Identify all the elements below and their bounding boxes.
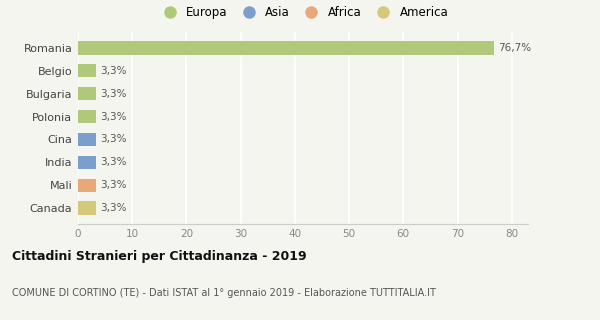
Text: 3,3%: 3,3% bbox=[100, 204, 127, 213]
Bar bbox=[78, 179, 96, 192]
Text: 3,3%: 3,3% bbox=[100, 89, 127, 99]
Bar bbox=[78, 132, 96, 146]
Bar bbox=[78, 87, 96, 100]
Bar bbox=[78, 64, 96, 77]
Text: Cittadini Stranieri per Cittadinanza - 2019: Cittadini Stranieri per Cittadinanza - 2… bbox=[12, 250, 307, 263]
Text: 3,3%: 3,3% bbox=[100, 66, 127, 76]
Bar bbox=[78, 202, 96, 215]
Text: 3,3%: 3,3% bbox=[100, 157, 127, 167]
Text: 3,3%: 3,3% bbox=[100, 180, 127, 190]
Bar bbox=[78, 156, 96, 169]
Text: 3,3%: 3,3% bbox=[100, 134, 127, 145]
Text: 3,3%: 3,3% bbox=[100, 111, 127, 122]
Text: 76,7%: 76,7% bbox=[498, 43, 532, 52]
Legend: Europa, Asia, Africa, America: Europa, Asia, Africa, America bbox=[154, 2, 452, 22]
Text: COMUNE DI CORTINO (TE) - Dati ISTAT al 1° gennaio 2019 - Elaborazione TUTTITALIA: COMUNE DI CORTINO (TE) - Dati ISTAT al 1… bbox=[12, 288, 436, 298]
Bar bbox=[78, 110, 96, 124]
Bar bbox=[78, 41, 494, 54]
